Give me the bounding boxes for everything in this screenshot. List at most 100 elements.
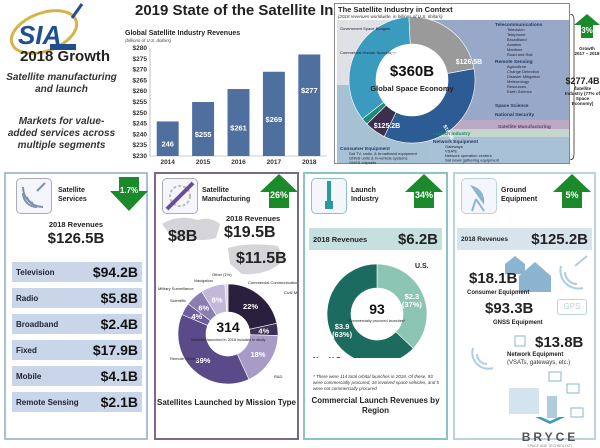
service-name: Broadband — [16, 319, 59, 329]
rs-item: Earth Science — [507, 89, 533, 94]
launch-donut-chart: $2.3(37%) $3.9(63%) 93 Commercially procure… — [313, 263, 429, 358]
mfg-rev-value: $19.5B — [224, 224, 276, 241]
mission-donut-chart: 22% Commercial Communications 4% Civil/ Mil… — [158, 272, 297, 385]
mission-type-label: Commercial Communications — [248, 280, 297, 285]
rs-item: Change Detection — [507, 69, 539, 74]
launch-value-label: $2.3 — [405, 292, 420, 301]
launch-rev-value: $6.2B — [397, 230, 438, 248]
bryce-logo: BRYCE SPACE AND TECHNOLOGY — [505, 412, 595, 448]
rs-item: Resources — [507, 84, 526, 89]
context-brace — [570, 14, 576, 160]
mfg-change-arrow: 26% — [260, 174, 298, 213]
telecom-head: Telecommunications — [495, 22, 543, 28]
bryce-brand: BRYCE — [521, 430, 579, 444]
launch-industry-panel: Launch Industry 34% 2018 Revenues $6.2B … — [303, 172, 448, 440]
y-tick-label: $235 — [133, 142, 148, 149]
x-tick-label: 2016 — [231, 159, 246, 166]
gnss-label: GNSS Equipment — [493, 320, 543, 326]
ground-title: Ground Equipment — [501, 187, 538, 203]
y-tick-label: $260 — [133, 88, 148, 95]
y-tick-label: $250 — [133, 110, 148, 117]
network-item: Network operation centers — [445, 153, 492, 158]
service-name: Radio — [16, 293, 39, 303]
growth-line-1: Satellite manufacturing and launch — [6, 72, 117, 95]
bar — [262, 71, 285, 156]
telecom-item: Maritime — [507, 47, 523, 52]
network-value: $13.8B — [535, 334, 584, 351]
y-tick-label: $275 — [133, 56, 148, 63]
mission-pct-label: 6% — [198, 303, 209, 312]
services-change-pct: 1.7% — [120, 186, 138, 195]
satellite-signal-icon — [16, 178, 52, 214]
ground-rev-label: 2018 Revenues — [461, 235, 508, 243]
note-gov-budgets: Government Space Budgets — [340, 26, 390, 31]
space-science: Space Science — [495, 103, 529, 109]
mission-total: 314 — [216, 319, 240, 335]
consumer-item: Sat TV, radio, & broadband equipment — [349, 151, 418, 156]
satellite-services-panel: Satellite Services 1.7% 2018 Revenues $1… — [4, 172, 148, 440]
launch-rev-row: 2018 Revenues $6.2B — [309, 228, 442, 250]
bar-value-label: $261 — [230, 124, 247, 133]
remote-sensing-head: Remote Sensing — [495, 59, 533, 65]
national-security: National Security — [495, 112, 535, 118]
launch-change-arrow: 34% — [405, 174, 443, 213]
launch-value-label: $3.9 — [335, 322, 350, 331]
network-item: Sat news gathering equipment — [445, 158, 500, 163]
y-tick-label: $280 — [133, 45, 148, 52]
industry-context-panel: $360B Global Space Economy Government Sp… — [334, 3, 570, 165]
service-value: $2.1B — [100, 394, 138, 410]
x-tick-label: 2018 — [302, 159, 317, 166]
x-tick-label: 2017 — [267, 159, 282, 166]
consumer-item: GNSS units & in-vehicle systems — [349, 156, 407, 161]
mission-type-label: Military Surveillance — [158, 286, 194, 291]
industry-growth-label: Growth 2017 – 2018 — [574, 46, 600, 56]
gps-badge: GPS — [557, 299, 587, 315]
launch-center-label: Commercially procured launches* — [349, 319, 406, 323]
y-tick-label: $255 — [133, 99, 148, 106]
mission-pct-label: 22% — [243, 302, 258, 311]
nonsat-value: $82.5 — [390, 51, 408, 58]
sat-total-label: Satellite Industry (77% of Space Economy… — [565, 86, 600, 106]
network-label: Network Equipment — [507, 352, 564, 358]
launch-change-pct: 34% — [415, 190, 433, 200]
mission-type-label: Scientific — [170, 298, 186, 303]
mission-pct-label: 8% — [212, 296, 223, 305]
mission-type-label: Remote Sensing — [170, 356, 200, 361]
growth-line-2: Markets for value-added services across … — [7, 116, 116, 151]
services-title: Satellite Services — [58, 187, 87, 203]
launch-rev-label: 2018 Revenues — [313, 234, 368, 244]
bar-value-label: $277 — [301, 86, 318, 95]
telecom-item: Broadband — [507, 37, 527, 42]
launch-title: Launch Industry — [351, 187, 379, 203]
services-change-arrow: 1.7% — [110, 177, 148, 216]
economy-total: $360B — [390, 63, 434, 80]
service-row: Remote Sensing $2.1B — [12, 392, 142, 412]
page-title: 2019 State of the Satellite Industry — [135, 2, 380, 19]
rocket-icon — [311, 178, 347, 214]
launch-label: Launch Industry — [433, 131, 471, 137]
launch-pct-label: (37%) — [402, 300, 423, 309]
y-tick-label: $240 — [133, 131, 148, 138]
x-tick-label: 2014 — [160, 159, 175, 166]
ground-rev-row: 2018 Revenues $125.2B — [457, 228, 592, 250]
service-name: Remote Sensing — [16, 397, 79, 407]
mission-type-label: Navigation — [194, 278, 213, 283]
service-value: $2.4B — [100, 316, 138, 332]
bar-value-label: 246 — [161, 140, 174, 149]
service-row: Broadband $2.4B — [12, 314, 142, 334]
world-map-icon — [162, 217, 284, 275]
growth-title: 2018 Growth — [20, 48, 111, 65]
satellite-dish-icon — [461, 178, 497, 214]
y-tick-label: $245 — [133, 121, 148, 128]
launch-pct-label: (63%) — [332, 330, 353, 339]
mfg-title: Satellite Manufacturing — [202, 187, 251, 203]
launch-caption: Commercial Launch Revenues by Region — [311, 396, 440, 415]
satellite-manufacturing-panel: Satellite Manufacturing 26% 2018 Revenue… — [154, 172, 299, 440]
service-name: Mobile — [16, 371, 42, 381]
x-tick-label: 2015 — [196, 159, 211, 166]
rs-item: Disaster Mitigation — [507, 74, 540, 79]
satellite-industry-total: $277.4B Satellite Industry (77% of Space… — [565, 76, 600, 106]
telecom-item: Television — [507, 27, 525, 32]
satellite-icon — [162, 178, 198, 214]
service-row: Fixed $17.9B — [12, 340, 142, 360]
